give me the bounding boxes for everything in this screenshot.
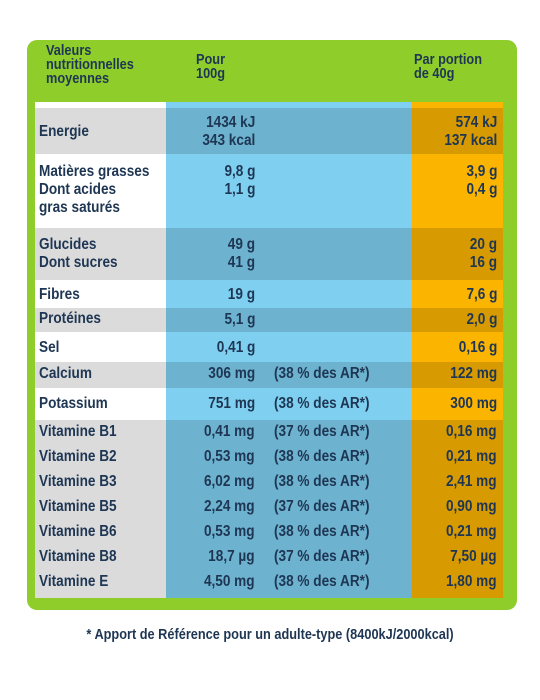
row-value-portion: 0,90 mg — [446, 498, 497, 515]
row-value-100g: 0,53 mg — [204, 448, 255, 465]
row-value-100g: 6,02 mg — [204, 473, 255, 490]
row-reference-intake: (38 % des AR*) — [274, 573, 370, 590]
row-reference-intake: (37 % des AR*) — [274, 548, 370, 565]
header-label: Valeurs nutritionnelles moyennes — [46, 42, 134, 87]
row-value-portion: 0,21 mg — [446, 523, 497, 540]
row-value-portion: 7,50 µg — [450, 548, 497, 565]
row-value-100g: 4,50 mg — [204, 573, 255, 590]
row-value-portion: 2,41 mg — [446, 473, 497, 490]
row-value-portion: 122 mg — [450, 365, 497, 382]
row-reference-intake: (38 % des AR*) — [274, 365, 370, 382]
row-value-portion: 1,80 mg — [446, 573, 497, 590]
table-row-calcium: Calcium 306 mg (38 % des AR*) 122 mg — [35, 362, 503, 388]
row-value-portion: 20 g 16 g — [469, 236, 497, 271]
vitamins-block — [35, 420, 503, 598]
row-label: Vitamine B8 — [39, 548, 117, 565]
row-reference-intake: (38 % des AR*) — [274, 448, 370, 465]
row-value-100g: 751 mg — [208, 395, 255, 412]
per-portion-column — [412, 102, 503, 598]
row-label: Vitamine E — [39, 573, 109, 590]
row-label: Vitamine B6 — [39, 523, 117, 540]
row-value-100g: 5,1 g — [224, 311, 255, 328]
table-row-matieres-grasses: Matières grasses Dont acides gras saturé… — [35, 160, 503, 226]
row-value-100g: 19 g — [227, 286, 255, 303]
footnote: * Apport de Référence pour un adulte-typ… — [0, 626, 540, 643]
table-row-vitamine-e: Vitamine E 4,50 mg (38 % des AR*) 1,80 m… — [35, 570, 503, 596]
table-row-vitamine-b8: Vitamine B8 18,7 µg (37 % des AR*) 7,50 … — [35, 545, 503, 569]
row-label: Vitamine B2 — [39, 448, 117, 465]
row-value-100g: 2,24 mg — [204, 498, 255, 515]
row-value-portion: 0,16 mg — [446, 423, 497, 440]
row-reference-intake: (37 % des AR*) — [274, 498, 370, 515]
row-label: Glucides Dont sucres — [39, 236, 118, 271]
table-row-vitamine-b1: Vitamine B1 0,41 mg (37 % des AR*) 0,16 … — [35, 421, 503, 445]
row-value-100g: 9,8 g 1,1 g — [224, 163, 255, 198]
row-value-100g: 1434 kJ 343 kcal — [202, 114, 255, 149]
nutrition-table: Energie 1434 kJ 343 kcal 574 kJ 137 kcal… — [35, 102, 503, 598]
table-row-vitamine-b6: Vitamine B6 0,53 mg (38 % des AR*) 0,21 … — [35, 520, 503, 544]
row-value-portion: 300 mg — [450, 395, 497, 412]
row-reference-intake: (38 % des AR*) — [274, 523, 370, 540]
row-label: Vitamine B1 — [39, 423, 117, 440]
row-label: Energie — [39, 123, 89, 140]
row-label: Calcium — [39, 365, 92, 382]
row-label: Sel — [39, 339, 60, 356]
header-per-100g: Pour 100g — [196, 51, 226, 82]
table-row-vitamine-b3: Vitamine B3 6,02 mg (38 % des AR*) 2,41 … — [35, 470, 503, 494]
row-value-100g: 0,41 mg — [204, 423, 255, 440]
footnote-text: * Apport de Référence pour un adulte-typ… — [86, 626, 454, 643]
table-row-glucides: Glucides Dont sucres 49 g 41 g 20 g 16 g — [35, 228, 503, 280]
row-value-portion: 574 kJ 137 kcal — [444, 114, 497, 149]
table-row-fibres: Fibres 19 g 7,6 g — [35, 282, 503, 306]
per-100g-column — [166, 102, 412, 598]
row-reference-intake: (37 % des AR*) — [274, 423, 370, 440]
row-label: Protéines — [39, 310, 101, 327]
table-row-sel: Sel 0,41 g 0,16 g — [35, 334, 503, 360]
row-value-portion: 7,6 g — [466, 286, 497, 303]
row-value-portion: 3,9 g 0,4 g — [466, 163, 497, 198]
row-label: Fibres — [39, 286, 80, 303]
table-row-proteines: Protéines 5,1 g 2,0 g — [35, 308, 503, 332]
header-per-portion: Par portion de 40g — [414, 51, 483, 82]
row-label: Potassium — [39, 395, 108, 412]
row-value-portion: 2,0 g — [466, 311, 497, 328]
row-label: Matières grasses Dont acides gras saturé… — [39, 163, 150, 216]
row-label: Vitamine B3 — [39, 473, 117, 490]
row-value-100g: 306 mg — [208, 365, 255, 382]
row-reference-intake: (38 % des AR*) — [274, 395, 370, 412]
row-value-100g: 18,7 µg — [208, 548, 255, 565]
row-reference-intake: (38 % des AR*) — [274, 473, 370, 490]
row-value-portion: 0,21 mg — [446, 448, 497, 465]
row-label: Vitamine B5 — [39, 498, 117, 515]
row-value-100g: 49 g 41 g — [227, 236, 255, 271]
table-row-vitamine-b2: Vitamine B2 0,53 mg (38 % des AR*) 0,21 … — [35, 445, 503, 469]
table-row-vitamine-b5: Vitamine B5 2,24 mg (37 % des AR*) 0,90 … — [35, 495, 503, 519]
table-row-potassium: Potassium 751 mg (38 % des AR*) 300 mg — [35, 390, 503, 418]
row-value-100g: 0,53 mg — [204, 523, 255, 540]
row-value-100g: 0,41 g — [216, 339, 255, 356]
row-value-portion: 0,16 g — [458, 339, 497, 356]
table-row-energie: Energie 1434 kJ 343 kcal 574 kJ 137 kcal — [35, 108, 503, 154]
